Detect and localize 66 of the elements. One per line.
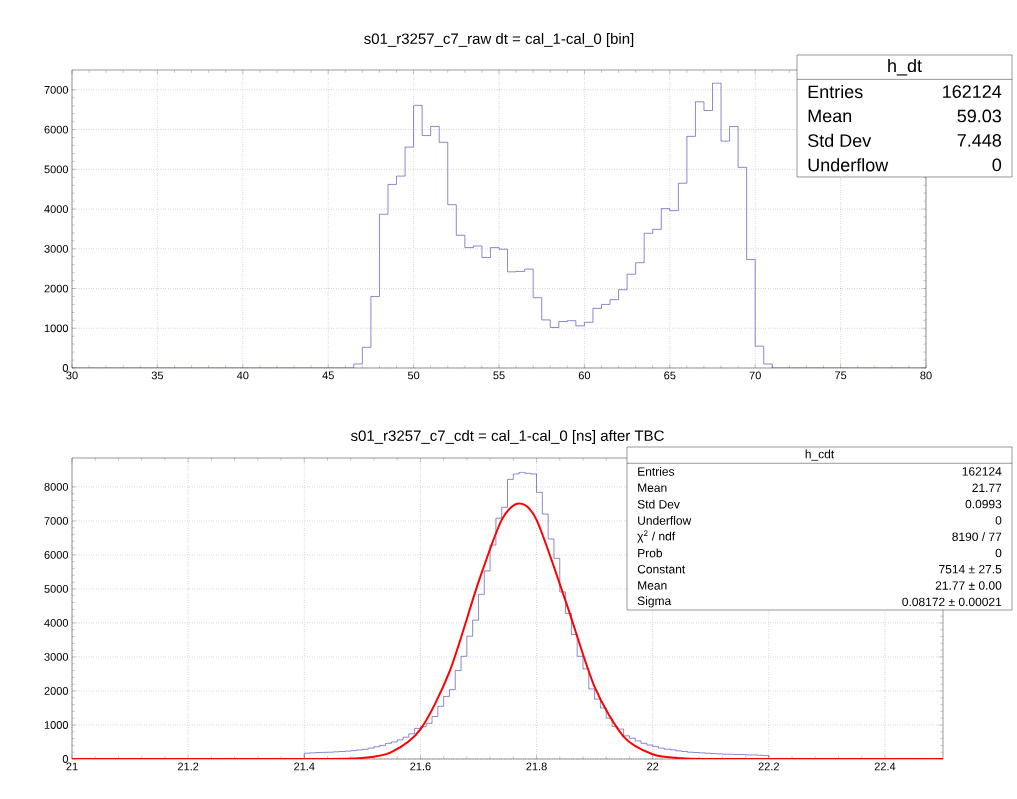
annotation: χ$^{2}$ / ndf: [637, 530, 676, 543]
text: 7.448: [957, 134, 1002, 147]
y-tick-label: 4000: [44, 205, 69, 213]
x-tick-label: 60: [578, 371, 591, 380]
x-tick-label: 35: [151, 371, 164, 380]
y-tick-label: 2000: [44, 284, 69, 293]
x-tick-label: 21: [66, 762, 78, 771]
annotation: Mean: [638, 483, 667, 492]
text: 21.77: [972, 483, 1002, 492]
annotation: h_cdt: [805, 449, 835, 461]
x-tick-label: 21.6: [410, 762, 431, 771]
y-tick-label: 3000: [44, 244, 69, 253]
y-tick-label: 8000: [44, 483, 69, 491]
text: 162124: [962, 467, 1002, 476]
annotation: h_dt: [888, 58, 922, 76]
y-tick-label: 6000: [44, 125, 69, 134]
x-tick-label: 22.2: [758, 762, 779, 771]
x-tick-label: 55: [493, 371, 505, 380]
annotation: 21.77 ± 0.00: [935, 581, 1002, 590]
x-tick-label: 21.4: [294, 762, 315, 771]
x-tick-label: 22: [647, 762, 659, 771]
annotation: Mean: [808, 109, 852, 123]
y-tick-label: 5000: [44, 585, 69, 593]
x-tick-label: 70: [749, 371, 761, 380]
annotation: Mean: [638, 581, 667, 590]
annotation: 0.08172 ± 0.00021: [902, 597, 1002, 607]
annotation: Entries: [638, 467, 675, 476]
x-tick-label: 45: [322, 371, 334, 380]
y-tick-label: 3000: [44, 653, 69, 661]
annotation: 7514 ± 27.5: [939, 564, 1002, 574]
y-tick-label: 0: [62, 755, 69, 763]
y-tick-label: 5000: [44, 165, 69, 174]
text: 0: [992, 158, 1002, 172]
y-tick-label: 6000: [44, 551, 69, 559]
x-tick-label: 21.8: [526, 762, 547, 771]
x-tick-label: 22.4: [874, 762, 896, 771]
x-tick-label: 30: [66, 371, 78, 380]
annotation: Prob: [638, 548, 663, 558]
x-tick-label: 75: [835, 371, 847, 380]
y-tick-label: 1000: [44, 324, 69, 333]
text: 162124: [943, 85, 1002, 98]
chart-title: s01_r3257_c7_raw dt = cal_1-cal_0 [bin]: [364, 33, 634, 47]
annotation: Sigma: [637, 596, 672, 608]
y-tick-label: 7000: [44, 517, 69, 525]
y-tick-label: 4000: [44, 619, 69, 627]
x-tick-label: 21.2: [177, 762, 199, 771]
x-tick-label: 50: [407, 371, 420, 380]
text: 0.0993: [965, 499, 1002, 509]
x-tick-label: 80: [920, 371, 932, 380]
annotation: Underflow: [638, 516, 692, 525]
text: 0: [995, 548, 1002, 558]
x-tick-label: 40: [236, 371, 249, 380]
text: 0: [995, 516, 1002, 525]
text: 8190 / 77: [952, 532, 1002, 541]
y-tick-label: 7000: [44, 85, 69, 94]
y-tick-label: 1000: [44, 721, 69, 729]
chart-title: s01_r3257_c7_cdt = cal_1-cal_0 [ns] after TBC: [350, 430, 664, 444]
annotation: Entries: [808, 84, 863, 99]
x-tick-label: 65: [664, 371, 676, 380]
annotation: Std Dev: [808, 133, 872, 147]
annotation: Underflow: [808, 158, 889, 172]
annotation: Std Dev: [637, 499, 680, 509]
y-tick-label: 2000: [44, 687, 69, 695]
annotation: Constant: [637, 564, 686, 574]
y-tick-label: 0: [62, 364, 69, 372]
text: 59.03: [957, 109, 1002, 123]
